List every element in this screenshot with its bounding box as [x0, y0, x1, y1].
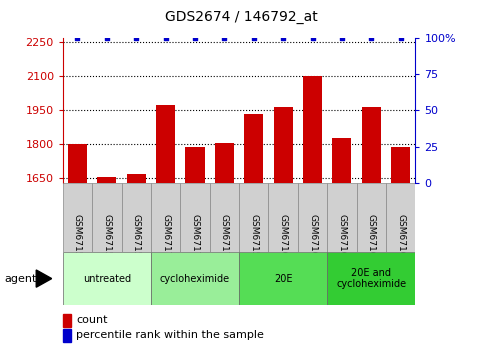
Point [191, 35, 199, 41]
Bar [92, 183, 122, 252]
Bar [273, 107, 293, 183]
Text: 20E and
cycloheximide: 20E and cycloheximide [336, 268, 406, 289]
Point [132, 35, 140, 41]
Point [397, 35, 405, 41]
Text: agent: agent [5, 274, 37, 284]
Text: GSM67172: GSM67172 [220, 214, 229, 263]
Text: GSM67158: GSM67158 [132, 214, 141, 263]
Point [103, 35, 111, 41]
Text: GSM67159: GSM67159 [249, 214, 258, 263]
Bar [215, 143, 234, 183]
Bar [303, 77, 322, 183]
Text: GSM67170: GSM67170 [161, 214, 170, 263]
Bar [362, 107, 381, 183]
Bar [97, 177, 116, 183]
Text: GSM67161: GSM67161 [279, 214, 288, 263]
Bar [151, 252, 239, 305]
Bar [63, 183, 92, 252]
Text: GSM67157: GSM67157 [102, 214, 112, 263]
Bar [68, 144, 87, 183]
Point [250, 35, 257, 41]
Bar [127, 174, 146, 183]
Point [73, 35, 81, 41]
Text: GSM67167: GSM67167 [367, 214, 376, 263]
Text: GSM67165: GSM67165 [338, 214, 346, 263]
Bar [239, 183, 269, 252]
Point [279, 35, 287, 41]
Point [221, 35, 228, 41]
Bar [298, 183, 327, 252]
Text: GSM67168: GSM67168 [396, 214, 405, 263]
Text: percentile rank within the sample: percentile rank within the sample [76, 331, 264, 340]
Bar [391, 147, 410, 183]
Text: count: count [76, 315, 108, 325]
Text: GDS2674 / 146792_at: GDS2674 / 146792_at [165, 10, 318, 24]
Bar [332, 138, 352, 183]
Bar [356, 183, 386, 252]
Bar [239, 252, 327, 305]
Point [309, 35, 316, 41]
Text: GSM67156: GSM67156 [73, 214, 82, 263]
Point [368, 35, 375, 41]
Text: untreated: untreated [83, 274, 131, 284]
Bar [156, 105, 175, 183]
Text: 20E: 20E [274, 274, 292, 284]
Bar [151, 183, 180, 252]
Bar [269, 183, 298, 252]
Bar [327, 252, 415, 305]
Bar [122, 183, 151, 252]
Bar [386, 183, 415, 252]
Bar [180, 183, 210, 252]
Bar [63, 252, 151, 305]
Text: GSM67162: GSM67162 [308, 214, 317, 263]
Bar [210, 183, 239, 252]
Bar [185, 147, 205, 183]
Bar [244, 114, 263, 183]
Text: cycloheximide: cycloheximide [160, 274, 230, 284]
Point [338, 35, 346, 41]
Bar [327, 183, 356, 252]
Point [162, 35, 170, 41]
Text: GSM67171: GSM67171 [190, 214, 199, 263]
